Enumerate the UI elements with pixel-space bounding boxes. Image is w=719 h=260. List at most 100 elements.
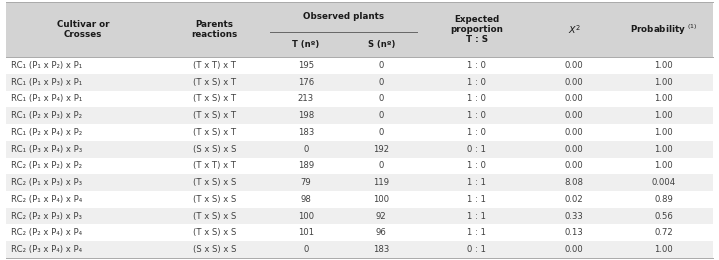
Text: 1 : 1: 1 : 1 xyxy=(467,212,486,220)
Text: (S x S) x S: (S x S) x S xyxy=(193,145,236,154)
Bar xyxy=(6,174,713,191)
Text: 1.00: 1.00 xyxy=(654,94,673,103)
Text: 1 : 1: 1 : 1 xyxy=(467,178,486,187)
Text: (T x S) x T: (T x S) x T xyxy=(193,94,236,103)
Text: RC₁ (P₁ x P₂) x P₁: RC₁ (P₁ x P₂) x P₁ xyxy=(11,61,82,70)
Text: RC₂ (P₂ x P₃) x P₃: RC₂ (P₂ x P₃) x P₃ xyxy=(11,212,82,220)
Text: 1.00: 1.00 xyxy=(654,145,673,154)
Text: 119: 119 xyxy=(373,178,390,187)
Text: 183: 183 xyxy=(373,245,390,254)
Text: 176: 176 xyxy=(298,78,314,87)
Text: 0: 0 xyxy=(303,145,308,154)
Text: 195: 195 xyxy=(298,61,314,70)
Bar xyxy=(6,74,713,90)
Bar xyxy=(6,90,713,107)
Text: Cultivar or
Crosses: Cultivar or Crosses xyxy=(57,20,109,39)
Text: 96: 96 xyxy=(376,228,387,237)
Text: 0.00: 0.00 xyxy=(564,145,584,154)
Text: 1.00: 1.00 xyxy=(654,161,673,170)
Bar xyxy=(6,241,713,258)
Text: 100: 100 xyxy=(298,212,314,220)
Text: 1 : 0: 1 : 0 xyxy=(467,111,486,120)
Text: 1 : 0: 1 : 0 xyxy=(467,94,486,103)
Text: 1.00: 1.00 xyxy=(654,245,673,254)
Text: RC₂ (P₃ x P₄) x P₄: RC₂ (P₃ x P₄) x P₄ xyxy=(11,245,82,254)
Text: 0: 0 xyxy=(379,94,384,103)
Bar xyxy=(6,107,713,124)
Text: 0.00: 0.00 xyxy=(564,161,584,170)
Text: (T x S) x S: (T x S) x S xyxy=(193,178,236,187)
Text: 0: 0 xyxy=(379,128,384,137)
Bar xyxy=(6,224,713,241)
Text: 0 : 1: 0 : 1 xyxy=(467,245,486,254)
Text: 0.56: 0.56 xyxy=(654,212,673,220)
Text: 189: 189 xyxy=(298,161,314,170)
Text: RC₁ (P₃ x P₄) x P₃: RC₁ (P₃ x P₄) x P₃ xyxy=(11,145,82,154)
Text: RC₁ (P₂ x P₄) x P₂: RC₁ (P₂ x P₄) x P₂ xyxy=(11,128,82,137)
Text: RC₂ (P₁ x P₃) x P₃: RC₂ (P₁ x P₃) x P₃ xyxy=(11,178,82,187)
Text: Observed plants: Observed plants xyxy=(303,12,384,21)
Text: Expected
proportion
T : S: Expected proportion T : S xyxy=(450,15,503,44)
Text: 0.00: 0.00 xyxy=(564,111,584,120)
Text: 0.00: 0.00 xyxy=(564,94,584,103)
Text: 0 : 1: 0 : 1 xyxy=(467,145,486,154)
Text: (T x S) x S: (T x S) x S xyxy=(193,195,236,204)
Text: Parents
reactions: Parents reactions xyxy=(191,20,237,39)
Text: 101: 101 xyxy=(298,228,314,237)
Text: 0.72: 0.72 xyxy=(654,228,673,237)
Text: 0: 0 xyxy=(303,245,308,254)
Text: (T x S) x S: (T x S) x S xyxy=(193,228,236,237)
Text: 183: 183 xyxy=(298,128,314,137)
Bar xyxy=(6,208,713,224)
Text: 100: 100 xyxy=(373,195,390,204)
Text: (T x S) x S: (T x S) x S xyxy=(193,212,236,220)
Text: (T x S) x T: (T x S) x T xyxy=(193,128,236,137)
Text: 0.00: 0.00 xyxy=(564,245,584,254)
Text: RC₁ (P₂ x P₃) x P₂: RC₁ (P₂ x P₃) x P₂ xyxy=(11,111,82,120)
Text: RC₁ (P₁ x P₄) x P₁: RC₁ (P₁ x P₄) x P₁ xyxy=(11,94,82,103)
Text: 192: 192 xyxy=(373,145,390,154)
Text: 0.02: 0.02 xyxy=(564,195,584,204)
Bar xyxy=(6,158,713,174)
Text: (T x S) x T: (T x S) x T xyxy=(193,78,236,87)
Text: 1 : 1: 1 : 1 xyxy=(467,228,486,237)
Text: 1.00: 1.00 xyxy=(654,61,673,70)
Text: 0.89: 0.89 xyxy=(654,195,673,204)
Text: 8.08: 8.08 xyxy=(564,178,584,187)
Text: T (nº): T (nº) xyxy=(292,40,319,49)
Text: 0: 0 xyxy=(379,111,384,120)
Bar xyxy=(6,141,713,158)
Text: RC₂ (P₂ x P₄) x P₄: RC₂ (P₂ x P₄) x P₄ xyxy=(11,228,82,237)
Text: (T x T) x T: (T x T) x T xyxy=(193,61,236,70)
Text: 1 : 0: 1 : 0 xyxy=(467,78,486,87)
Text: 0.13: 0.13 xyxy=(564,228,584,237)
Text: 0.00: 0.00 xyxy=(564,61,584,70)
Text: 198: 198 xyxy=(298,111,314,120)
Text: 1 : 0: 1 : 0 xyxy=(467,128,486,137)
Bar xyxy=(6,191,713,208)
Text: 0: 0 xyxy=(379,161,384,170)
Text: Probability $^{(1)}$: Probability $^{(1)}$ xyxy=(630,22,697,37)
Bar xyxy=(6,2,713,57)
Text: 1.00: 1.00 xyxy=(654,128,673,137)
Text: 213: 213 xyxy=(298,94,314,103)
Text: 1 : 0: 1 : 0 xyxy=(467,161,486,170)
Text: (T x T) x T: (T x T) x T xyxy=(193,161,236,170)
Text: 0.33: 0.33 xyxy=(564,212,584,220)
Text: 79: 79 xyxy=(301,178,311,187)
Text: 0.00: 0.00 xyxy=(564,78,584,87)
Text: 1 : 0: 1 : 0 xyxy=(467,61,486,70)
Bar xyxy=(6,124,713,141)
Text: RC₁ (P₁ x P₃) x P₁: RC₁ (P₁ x P₃) x P₁ xyxy=(11,78,82,87)
Text: $\mathit{X}^2$: $\mathit{X}^2$ xyxy=(567,23,581,36)
Text: S (nº): S (nº) xyxy=(367,40,395,49)
Text: 1.00: 1.00 xyxy=(654,78,673,87)
Text: 92: 92 xyxy=(376,212,387,220)
Text: 0.004: 0.004 xyxy=(651,178,676,187)
Bar xyxy=(6,57,713,74)
Text: RC₂ (P₁ x P₄) x P₄: RC₂ (P₁ x P₄) x P₄ xyxy=(11,195,82,204)
Text: (T x S) x T: (T x S) x T xyxy=(193,111,236,120)
Text: 0.00: 0.00 xyxy=(564,128,584,137)
Text: 1 : 1: 1 : 1 xyxy=(467,195,486,204)
Text: 0: 0 xyxy=(379,61,384,70)
